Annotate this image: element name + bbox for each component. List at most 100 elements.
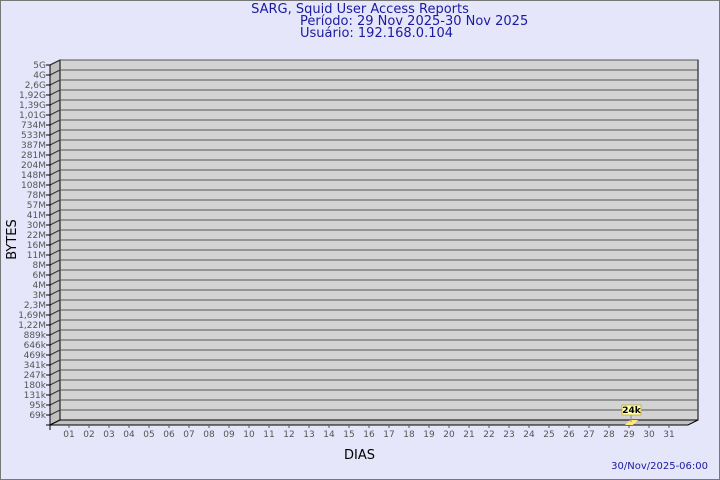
- y-tick-label: 646k: [24, 341, 47, 351]
- x-tick-label: 23: [503, 430, 514, 440]
- x-tick-label: 17: [383, 430, 394, 440]
- y-tick-label: 148M: [21, 171, 46, 181]
- x-tick-label: 12: [283, 430, 294, 440]
- y-tick-label: 4M: [33, 281, 47, 291]
- y-tick-label: 11M: [27, 251, 46, 261]
- x-tick-label: 21: [463, 430, 474, 440]
- side-gridline: [49, 119, 61, 126]
- side-gridline: [49, 339, 61, 346]
- side-gridline: [49, 229, 61, 236]
- y-tick-label: 69k: [29, 411, 46, 421]
- y-tick-label: 533M: [21, 131, 46, 141]
- y-tick-label: 2,6G: [25, 81, 46, 91]
- x-tick-label: 05: [143, 430, 154, 440]
- x-tick-label: 25: [543, 430, 554, 440]
- side-gridline: [49, 89, 61, 96]
- y-tick-label: 41M: [27, 211, 46, 221]
- y-tick-label: 108M: [21, 181, 46, 191]
- y-tick-label: 131k: [24, 391, 47, 401]
- y-tick-label: 204M: [21, 161, 46, 171]
- side-gridline: [49, 109, 61, 116]
- x-tick-label: 03: [103, 430, 114, 440]
- x-tick-label: 19: [423, 430, 435, 440]
- period-label: Período: 29 Nov 2025-30 Nov 2025: [300, 14, 529, 29]
- side-gridline: [49, 259, 61, 266]
- side-gridline: [49, 289, 61, 296]
- y-tick-label: 341k: [24, 361, 47, 371]
- side-gridline: [49, 69, 61, 76]
- y-tick-label: 1,92G: [19, 91, 46, 101]
- y-tick-label: 3M: [33, 291, 47, 301]
- side-gridline: [49, 329, 61, 336]
- y-tick-label: 1,39G: [19, 101, 46, 111]
- side-gridline: [49, 349, 61, 356]
- y-tick-label: 16M: [27, 241, 46, 251]
- side-gridline: [49, 99, 61, 106]
- x-tick-label: 01: [63, 430, 74, 440]
- side-gridline: [49, 249, 61, 256]
- x-tick-label: 30: [643, 430, 655, 440]
- bar-day-29: [625, 420, 638, 425]
- floor: [49, 419, 699, 426]
- y-tick-label: 180k: [24, 381, 47, 391]
- y-tick-label: 4G: [33, 71, 46, 81]
- y-tick-label: 281M: [21, 151, 46, 161]
- y-tick-label: 247k: [24, 371, 47, 381]
- x-tick-label: 24: [523, 430, 535, 440]
- side-gridline: [49, 219, 61, 226]
- x-tick-label: 04: [123, 430, 135, 440]
- side-gridline: [49, 399, 61, 406]
- side-gridline: [49, 239, 61, 246]
- side-gridline: [49, 309, 61, 316]
- y-tick-label: 8M: [33, 261, 47, 271]
- y-tick-label: 78M: [27, 191, 46, 201]
- y-tick-label: 30M: [27, 221, 46, 231]
- x-axis-label: DIAS: [344, 448, 375, 463]
- data-label: 24k: [622, 406, 642, 416]
- side-gridline: [49, 179, 61, 186]
- chart-title: SARG, Squid User Access Reports: [251, 2, 469, 17]
- x-tick-label: 11: [263, 430, 274, 440]
- y-tick-label: 22M: [27, 231, 46, 241]
- side-gridline: [49, 409, 61, 416]
- side-gridline: [49, 149, 61, 156]
- x-tick-label: 28: [603, 430, 615, 440]
- x-tick-label: 16: [363, 430, 375, 440]
- user-label: Usuário: 192.168.0.104: [300, 26, 454, 41]
- x-tick-label: 26: [563, 430, 575, 440]
- data-label-box: [621, 404, 642, 416]
- side-gridline: [49, 389, 61, 396]
- y-tick-label: 889k: [24, 331, 47, 341]
- side-gridline: [49, 169, 61, 176]
- x-tick-label: 02: [83, 430, 94, 440]
- x-tick-label: 27: [583, 430, 594, 440]
- x-tick-label: 31: [663, 430, 674, 440]
- side-gridline: [49, 189, 61, 196]
- side-gridline: [49, 79, 61, 86]
- y-tick-label: 57M: [27, 201, 46, 211]
- x-tick-label: 13: [303, 430, 314, 440]
- side-gridline: [49, 299, 61, 306]
- side-gridline: [49, 199, 61, 206]
- x-tick-label: 14: [323, 430, 335, 440]
- y-tick-label: 1,22M: [18, 321, 46, 331]
- side-gridline: [49, 129, 61, 136]
- x-tick-label: 10: [243, 430, 255, 440]
- x-tick-label: 29: [623, 430, 635, 440]
- y-tick-label: 734M: [21, 121, 46, 131]
- side-gridline: [49, 319, 61, 326]
- side-gridline: [49, 359, 61, 366]
- y-tick-label: 6M: [33, 271, 47, 281]
- x-tick-label: 22: [483, 430, 494, 440]
- side-gridline: [49, 279, 61, 286]
- y-tick-label: 5G: [33, 61, 46, 71]
- y-tick-label: 469k: [24, 351, 47, 361]
- side-gridline: [49, 379, 61, 386]
- y-tick-label: 387M: [21, 141, 46, 151]
- x-tick-label: 18: [403, 430, 415, 440]
- x-tick-label: 20: [443, 430, 455, 440]
- x-tick-label: 15: [343, 430, 354, 440]
- y-tick-label: 1,01G: [19, 111, 46, 121]
- x-tick-label: 08: [203, 430, 215, 440]
